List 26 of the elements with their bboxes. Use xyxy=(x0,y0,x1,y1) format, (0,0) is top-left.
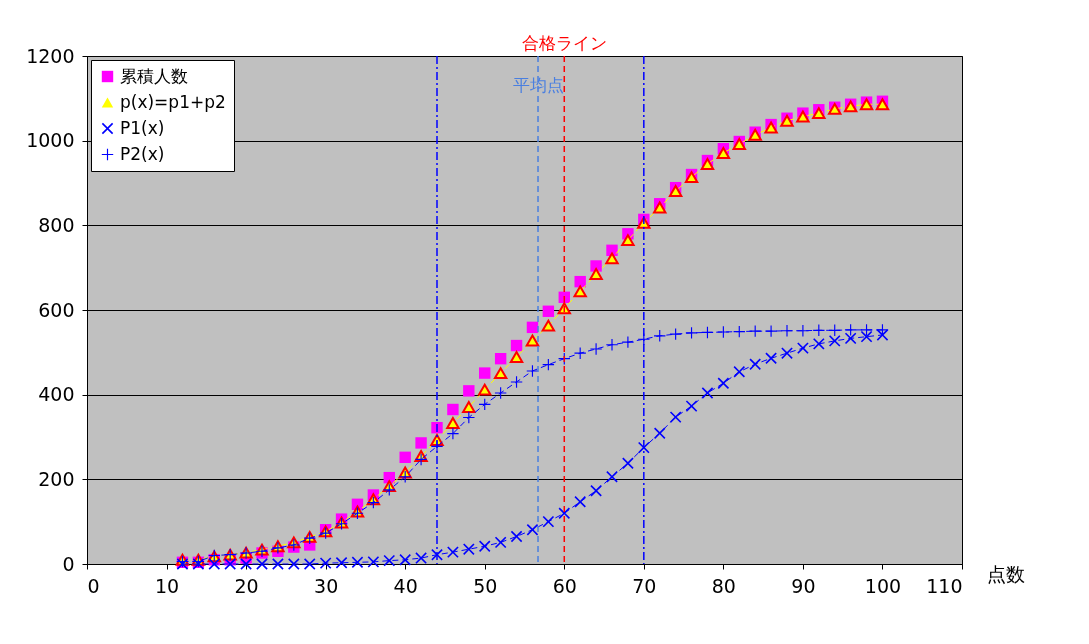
x-tick-label: 30 xyxy=(314,574,339,597)
legend-label: 累積人数 xyxy=(120,65,188,86)
x-tick-label: 70 xyxy=(632,574,657,597)
x-tick-label: 110 xyxy=(926,574,963,597)
ref-line-label: 平均点 xyxy=(512,75,564,95)
y-tick-label: 0 xyxy=(62,552,75,575)
x-tick-label: 40 xyxy=(393,574,418,597)
y-tick-label: 1000 xyxy=(26,129,75,152)
legend-label: p(x)=p1+p2 xyxy=(120,91,226,112)
legend-label: P1(x) xyxy=(120,117,165,138)
x-tick-label: 50 xyxy=(473,574,498,597)
y-tick-label: 600 xyxy=(38,298,75,321)
y-tick-label: 400 xyxy=(38,383,75,406)
y-tick-label: 1200 xyxy=(26,44,75,67)
x-tick-label: 80 xyxy=(711,574,736,597)
legend-label: P2(x) xyxy=(120,143,165,164)
x-tick-label: 90 xyxy=(791,574,816,597)
y-tick-label: 200 xyxy=(38,467,75,490)
x-tick-label: 60 xyxy=(552,574,577,597)
x-axis-title: 点数 xyxy=(986,562,1025,585)
x-tick-label: 10 xyxy=(154,574,180,597)
x-tick-label: 100 xyxy=(864,574,902,597)
x-tick-label: 0 xyxy=(87,574,100,597)
ref-line-label: 合格ライン xyxy=(521,33,607,53)
x-tick-label: 20 xyxy=(234,574,259,597)
y-tick-label: 800 xyxy=(38,213,75,236)
